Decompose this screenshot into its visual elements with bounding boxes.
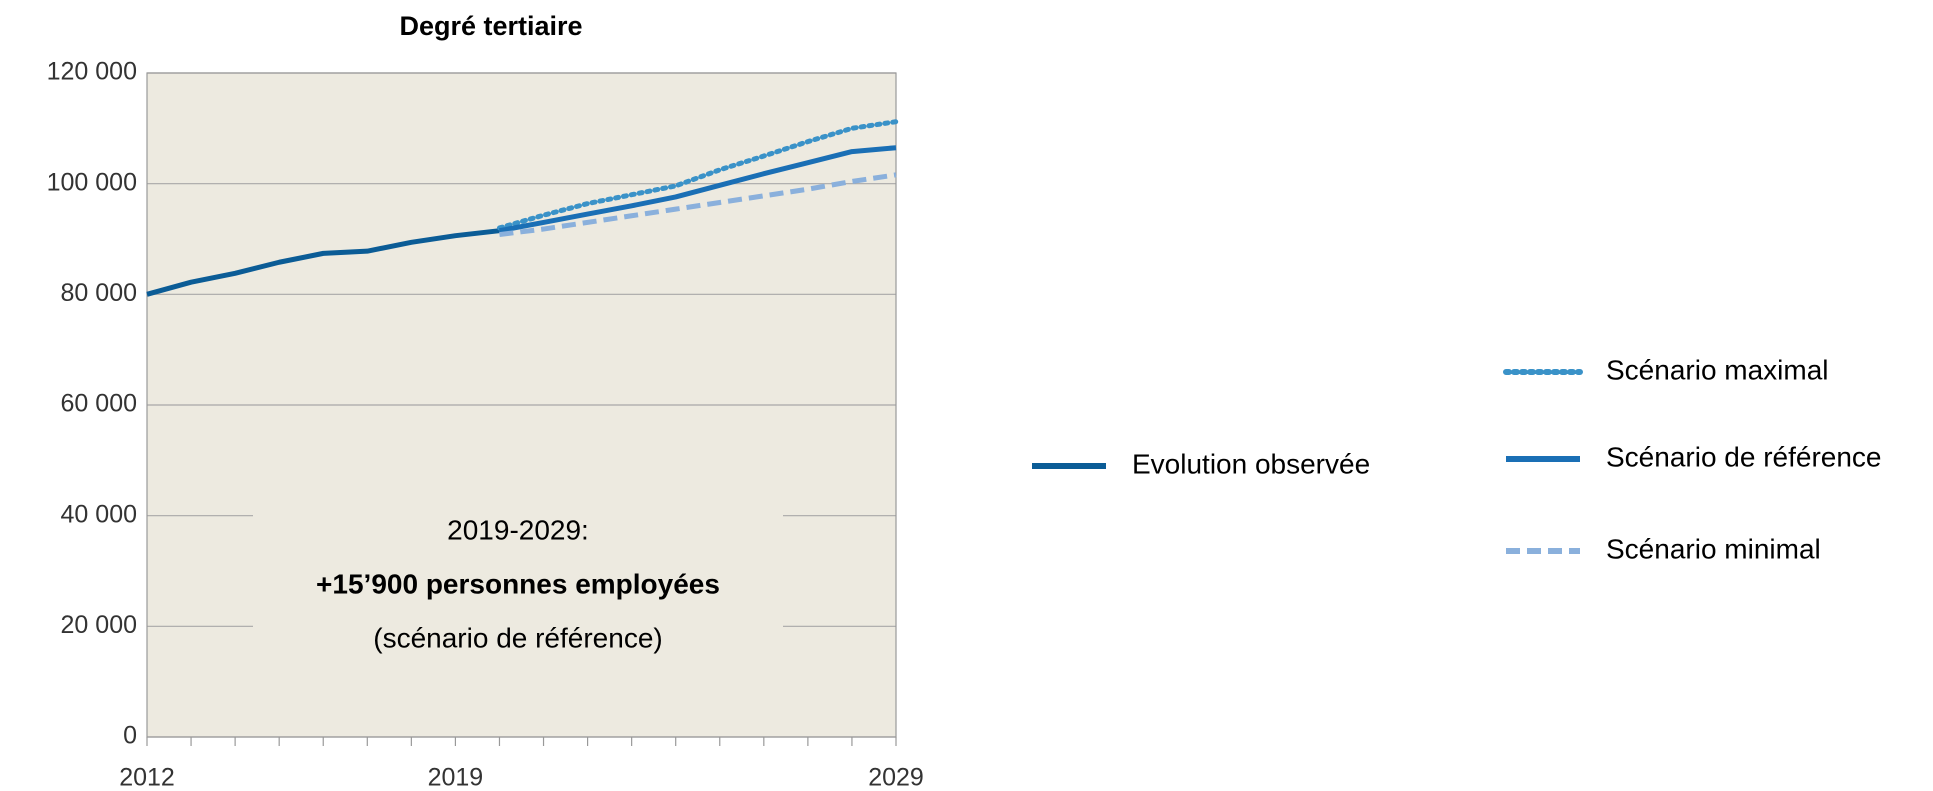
x-tick-label: 2029 [868,764,924,791]
x-tick-label: 2019 [428,764,484,791]
y-tick-label: 20 000 [61,611,137,639]
series-line [146,228,500,297]
legend-label: Scénario minimal [1606,533,1821,564]
legend-label: Scénario maximal [1606,354,1829,385]
series-line [499,145,897,234]
annotation: +15’900 personnes employées [316,568,720,599]
x-tick-label: 2012 [119,764,175,791]
y-tick-label: 100 000 [47,168,137,196]
legend-label: Evolution observée [1132,448,1370,479]
legend-label: Scénario de référence [1606,441,1882,472]
series-line [499,172,897,238]
y-tick-label: 40 000 [61,500,137,528]
annotation: 2019-2029: [447,514,589,545]
y-tick-label: 120 000 [47,58,137,86]
series-line [496,119,899,231]
annotation: (scénario de référence) [373,622,662,653]
y-tick-label: 0 [123,722,137,750]
chart-title: Degré tertiaire [399,11,582,41]
plot-border [146,72,897,738]
y-tick-label: 60 000 [61,390,137,418]
annotation-box [253,487,783,647]
y-tick-label: 80 000 [61,279,137,307]
